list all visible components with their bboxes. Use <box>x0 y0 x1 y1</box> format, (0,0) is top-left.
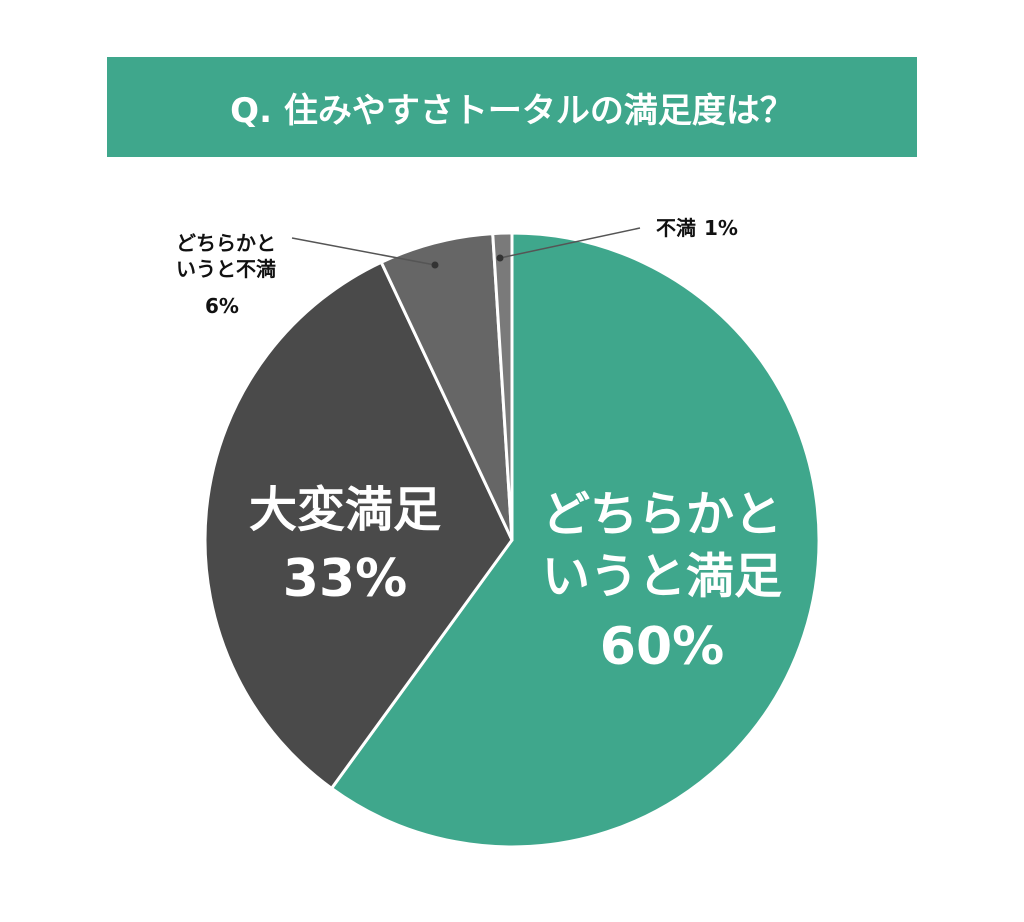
category-label: どちらかと いうと不満 <box>176 231 276 281</box>
category-label: 大変満足 <box>248 481 442 538</box>
value-label: 1% <box>704 216 738 240</box>
category-label: 不満 <box>656 216 696 240</box>
value-label: 60% <box>599 617 725 678</box>
leader-dot <box>496 254 504 262</box>
pie-slice <box>491 231 514 542</box>
chart-title: Q. 住みやすさトータルの満足度は？ <box>107 57 917 157</box>
pie-slice <box>203 260 514 790</box>
category-label: どちらかと いうと満足 <box>541 486 783 605</box>
value-label: 33% <box>282 549 408 610</box>
value-label: 6% <box>205 294 239 318</box>
leader-line <box>291 237 436 266</box>
leader-dot <box>431 261 439 269</box>
pie-slice <box>330 231 821 849</box>
leader-line <box>499 227 641 259</box>
